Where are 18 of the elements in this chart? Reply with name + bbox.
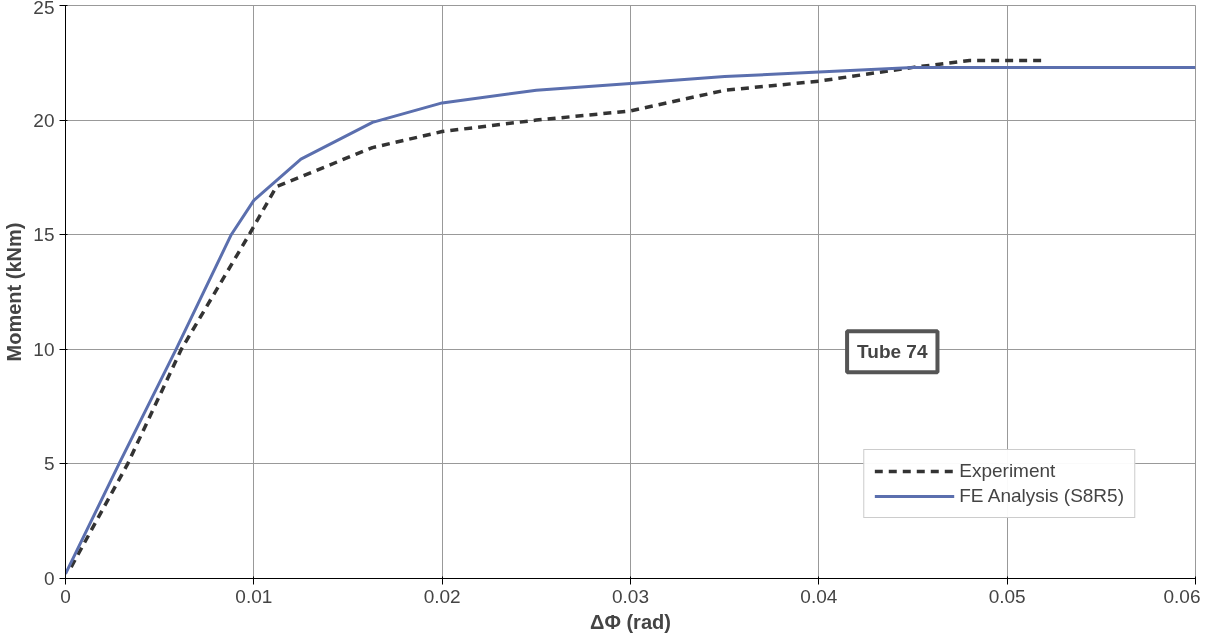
y-tick-label: 0: [43, 568, 55, 589]
annotation: Tube 74: [857, 341, 928, 363]
y-axis-title: Moment (kNm): [3, 222, 26, 362]
y-tick-label: 5: [43, 453, 55, 475]
x-tick-label: 0.01: [235, 585, 273, 607]
y-tick-label: 10: [33, 338, 55, 360]
x-tick-label: 0.03: [612, 585, 649, 607]
y-tick-label: 25: [33, 0, 55, 18]
x-tick-label: 0.02: [423, 585, 461, 607]
x-axis-title: ΔΦ (rad): [590, 610, 671, 633]
y-tick-label: 15: [33, 224, 55, 246]
legend-label: FE Analysis (S8R5): [959, 485, 1124, 507]
x-tick-label: 0.04: [800, 585, 838, 607]
y-tick-label: 20: [33, 109, 55, 131]
x-tick-label: 0.05: [988, 585, 1026, 607]
x-tick-label: 0: [60, 585, 71, 607]
legend-label: Experiment: [959, 460, 1056, 482]
x-tick-label: 0.06: [1163, 585, 1201, 607]
